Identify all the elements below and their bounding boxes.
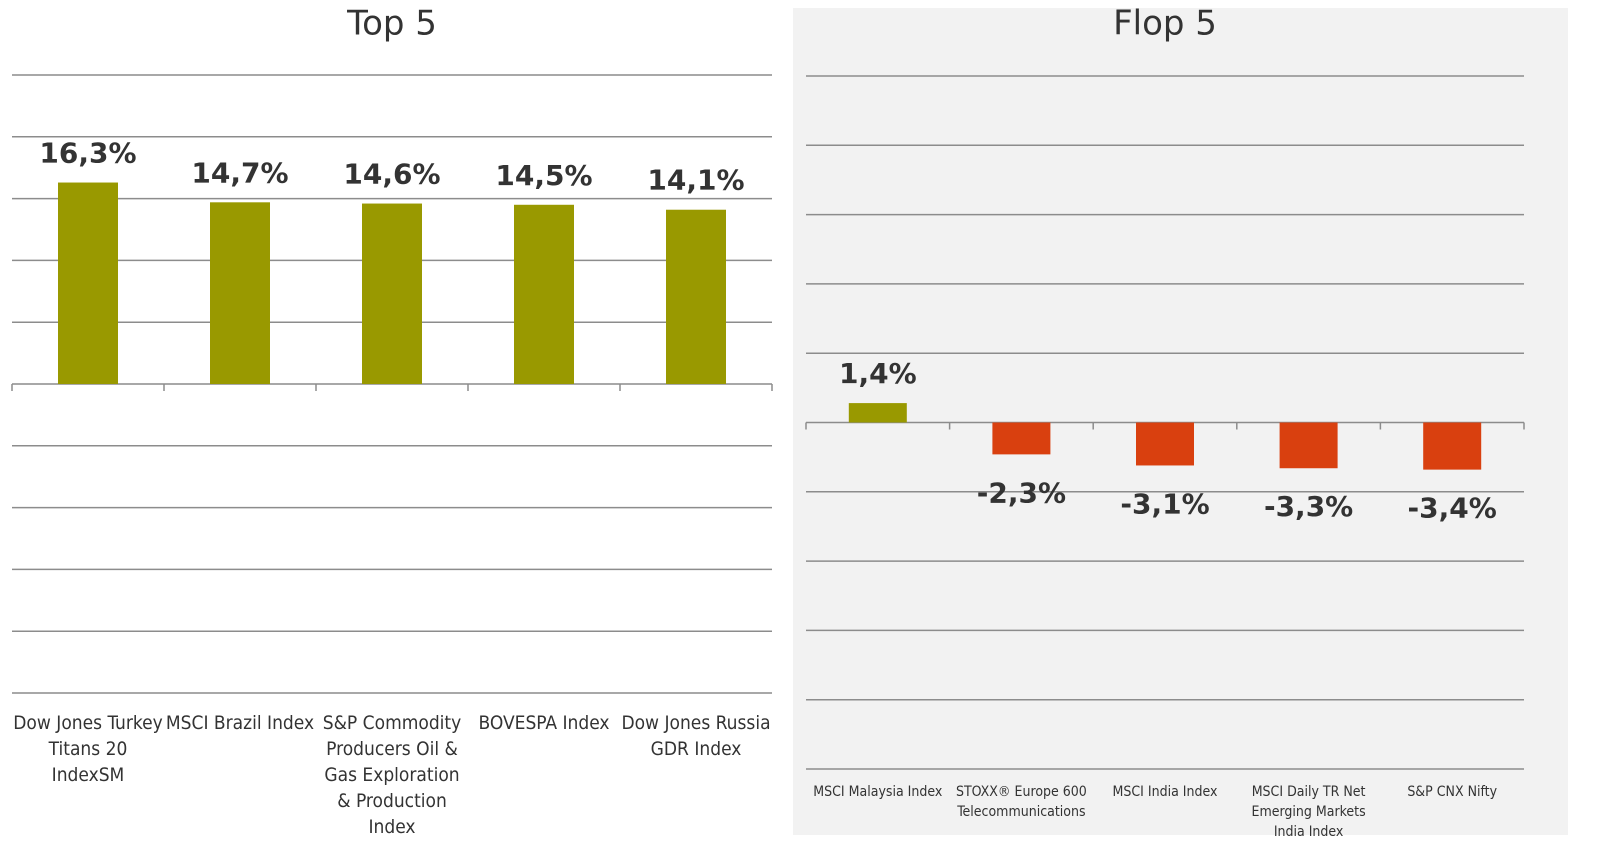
data-label: 14,5% [495,159,592,192]
x-tick-label: MSCI Daily TR Net Emerging Markets India… [1251,784,1366,840]
bar [210,202,270,384]
data-label: 16,3% [39,137,136,170]
bar [1279,422,1338,469]
x-tick-label: Dow Jones Russia GDR Index [621,712,771,760]
chart-title: Flop 5 [1113,4,1217,44]
bar [514,204,574,384]
data-label: 1,4% [839,357,917,390]
bar [362,203,422,384]
bar [992,422,1051,455]
data-label: -3,1% [1120,487,1209,520]
x-tick-label: MSCI India Index [1112,784,1218,800]
x-tick-label: S&P Commodity Producers Oil & Gas Explor… [322,712,462,838]
bar [848,403,907,423]
x-tick-label: MSCI Brazil Index [165,712,315,734]
data-label: -3,4% [1408,492,1497,525]
x-tick-label: MSCI Malaysia Index [813,784,943,800]
data-label: 14,7% [191,156,288,189]
chart-title: Top 5 [346,4,437,44]
x-tick-label: S&P CNX Nifty [1407,784,1498,800]
bar [1423,422,1482,470]
data-label: 14,6% [343,158,440,191]
bar [666,209,726,384]
data-label: 14,1% [647,164,744,197]
x-tick-label: STOXX® Europe 600 Telecommunications [955,784,1087,820]
x-tick-label: Dow Jones Turkey Titans 20 IndexSM [13,712,163,786]
data-label: -2,3% [977,476,1066,509]
data-label: -3,3% [1264,490,1353,523]
bar [1136,422,1194,466]
x-tick-label: BOVESPA Index [478,712,610,734]
bar [58,182,118,384]
